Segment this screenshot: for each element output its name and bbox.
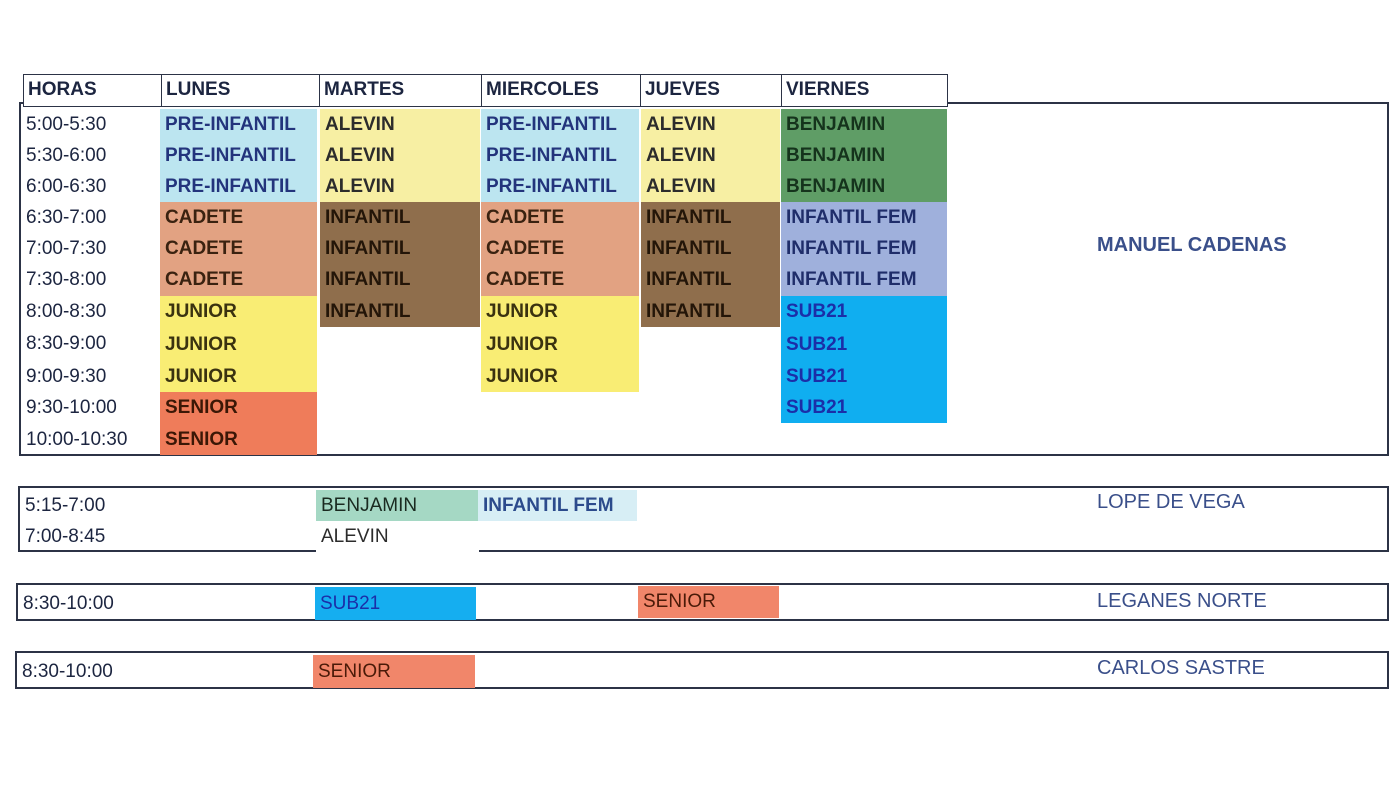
schedule-cell: SENIOR — [638, 586, 779, 618]
time-slot: 9:30-10:00 — [26, 397, 117, 418]
time-slot: 8:30-10:00 — [22, 661, 113, 682]
header-lunes: LUNES — [161, 74, 321, 107]
header-horas: HORAS — [23, 74, 163, 107]
schedule-cell: PRE-INFANTIL — [481, 140, 639, 171]
schedule-cell: CADETE — [481, 202, 639, 233]
schedule-cell: SUB21 — [781, 328, 947, 361]
time-slot: 8:30-10:00 — [23, 593, 114, 614]
schedule-cell: PRE-INFANTIL — [160, 109, 317, 140]
schedule-cell: PRE-INFANTIL — [160, 140, 317, 171]
schedule-cell: BENJAMIN — [781, 140, 947, 171]
header-miercoles: MIERCOLES — [481, 74, 642, 107]
schedule-cell: BENJAMIN — [316, 490, 479, 521]
schedule-cell: ALEVIN — [316, 521, 479, 552]
header-jueves: JUEVES — [640, 74, 783, 107]
schedule-cell: PRE-INFANTIL — [481, 171, 639, 202]
schedule-cell: INFANTIL FEM — [478, 490, 637, 521]
venue-manuel-cadenas: MANUEL CADENAS — [1097, 234, 1287, 256]
schedule-cell: SUB21 — [781, 361, 947, 392]
schedule-cell: ALEVIN — [641, 171, 780, 202]
schedule-cell: SENIOR — [160, 424, 317, 455]
schedule-cell: JUNIOR — [160, 361, 317, 392]
schedule-cell: JUNIOR — [160, 296, 317, 328]
schedule-cell: ALEVIN — [320, 140, 480, 171]
schedule-cell: PRE-INFANTIL — [160, 171, 317, 202]
time-slot: 7:30-8:00 — [26, 269, 107, 290]
schedule-cell: CADETE — [160, 202, 317, 233]
time-slot: 7:00-8:45 — [25, 526, 106, 547]
carlos-sastre-frame — [15, 651, 1389, 689]
time-slot: 5:00-5:30 — [26, 114, 107, 135]
schedule-cell: SENIOR — [313, 655, 475, 688]
venue-leganes-norte: LEGANES NORTE — [1097, 590, 1267, 612]
time-slot: 8:30-9:00 — [26, 333, 107, 354]
leganes-norte-frame — [16, 583, 1389, 621]
schedule-cell: CADETE — [160, 264, 317, 296]
lope-de-vega-frame — [18, 486, 1389, 552]
time-slot: 6:30-7:00 — [26, 207, 107, 228]
time-slot: 8:00-8:30 — [26, 301, 107, 322]
schedule-cell: INFANTIL — [320, 202, 480, 233]
schedule-cell: BENJAMIN — [781, 109, 947, 140]
schedule-cell: INFANTIL FEM — [781, 264, 947, 296]
schedule-cell: ALEVIN — [641, 109, 780, 140]
schedule-cell: PRE-INFANTIL — [481, 109, 639, 140]
schedule-cell: INFANTIL — [641, 233, 780, 264]
time-slot: 10:00-10:30 — [26, 429, 128, 450]
schedule-cell: SUB21 — [315, 587, 476, 620]
schedule-cell: CADETE — [481, 233, 639, 264]
schedule-cell: ALEVIN — [320, 171, 480, 202]
schedule-cell: CADETE — [481, 264, 639, 296]
schedule-cell: INFANTIL FEM — [781, 202, 947, 233]
schedule-cell: SENIOR — [160, 392, 317, 424]
venue-carlos-sastre: CARLOS SASTRE — [1097, 657, 1265, 679]
schedule-cell: SUB21 — [781, 296, 947, 328]
schedule-cell: JUNIOR — [481, 361, 639, 392]
time-slot: 7:00-7:30 — [26, 238, 107, 259]
schedule-cell: ALEVIN — [320, 109, 480, 140]
schedule-cell: SUB21 — [781, 392, 947, 423]
header-viernes: VIERNES — [781, 74, 948, 107]
schedule-cell: INFANTIL — [320, 264, 480, 296]
schedule-cell: INFANTIL — [641, 296, 780, 327]
schedule-cell: INFANTIL — [320, 296, 480, 327]
schedule-cell: INFANTIL — [320, 233, 480, 264]
schedule-cell: JUNIOR — [481, 296, 639, 328]
venue-lope-de-vega: LOPE DE VEGA — [1097, 491, 1245, 513]
time-slot: 5:30-6:00 — [26, 145, 107, 166]
schedule-cell: INFANTIL — [641, 202, 780, 233]
schedule-cell: INFANTIL FEM — [781, 233, 947, 264]
schedule-cell: JUNIOR — [481, 328, 639, 361]
schedule-cell: INFANTIL — [641, 264, 780, 296]
schedule-cell: JUNIOR — [160, 328, 317, 361]
header-martes: MARTES — [319, 74, 483, 107]
time-slot: 9:00-9:30 — [26, 366, 107, 387]
schedule-cell: ALEVIN — [641, 140, 780, 171]
schedule-cell: BENJAMIN — [781, 171, 947, 202]
time-slot: 6:00-6:30 — [26, 176, 107, 197]
time-slot: 5:15-7:00 — [25, 495, 106, 516]
schedule-cell: CADETE — [160, 233, 317, 264]
